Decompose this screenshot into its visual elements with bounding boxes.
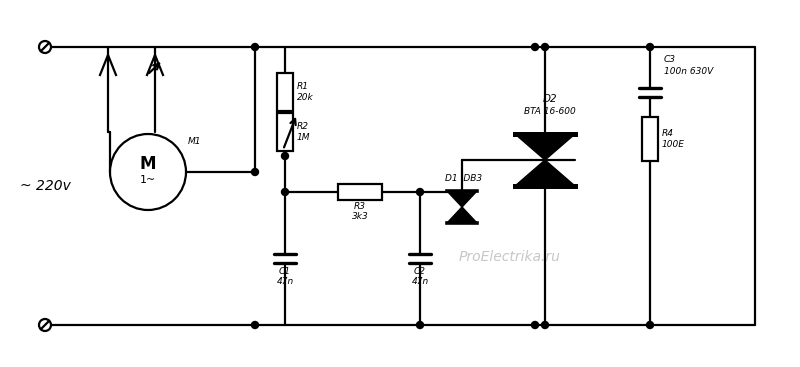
Text: D2: D2 — [542, 94, 558, 104]
Circle shape — [531, 44, 538, 51]
Text: M: M — [140, 155, 156, 173]
Circle shape — [542, 44, 549, 51]
Circle shape — [542, 321, 549, 328]
Text: R2
1M: R2 1M — [297, 122, 310, 142]
Text: R3
3k3: R3 3k3 — [352, 202, 368, 221]
Text: 1~: 1~ — [140, 175, 156, 185]
Bar — [277, 73, 293, 111]
Circle shape — [417, 189, 423, 196]
Circle shape — [110, 134, 186, 210]
Text: C1
47n: C1 47n — [276, 266, 294, 286]
Circle shape — [39, 319, 51, 331]
Polygon shape — [447, 207, 477, 223]
Circle shape — [251, 168, 258, 175]
Text: R1
20k: R1 20k — [297, 82, 314, 102]
Circle shape — [282, 189, 289, 196]
Text: D1  DB3: D1 DB3 — [445, 174, 482, 183]
Text: ProElectrika.ru: ProElectrika.ru — [459, 250, 561, 264]
Text: M1: M1 — [188, 137, 202, 146]
Circle shape — [282, 153, 289, 160]
Text: C3: C3 — [664, 55, 676, 64]
Text: R4
100E: R4 100E — [662, 129, 685, 149]
Polygon shape — [515, 134, 575, 160]
Bar — [277, 113, 293, 151]
Bar — [338, 184, 382, 200]
Circle shape — [251, 44, 258, 51]
Circle shape — [646, 44, 654, 51]
Polygon shape — [515, 160, 575, 186]
Bar — [642, 117, 658, 161]
Circle shape — [531, 321, 538, 328]
Text: ~ 220v: ~ 220v — [20, 179, 71, 193]
Circle shape — [417, 321, 423, 328]
Circle shape — [39, 41, 51, 53]
Text: BTA 16-600: BTA 16-600 — [524, 107, 576, 116]
Circle shape — [646, 321, 654, 328]
Text: 100n 630V: 100n 630V — [664, 67, 714, 76]
Circle shape — [251, 321, 258, 328]
Polygon shape — [447, 191, 477, 207]
Text: C2
47n: C2 47n — [411, 266, 429, 286]
